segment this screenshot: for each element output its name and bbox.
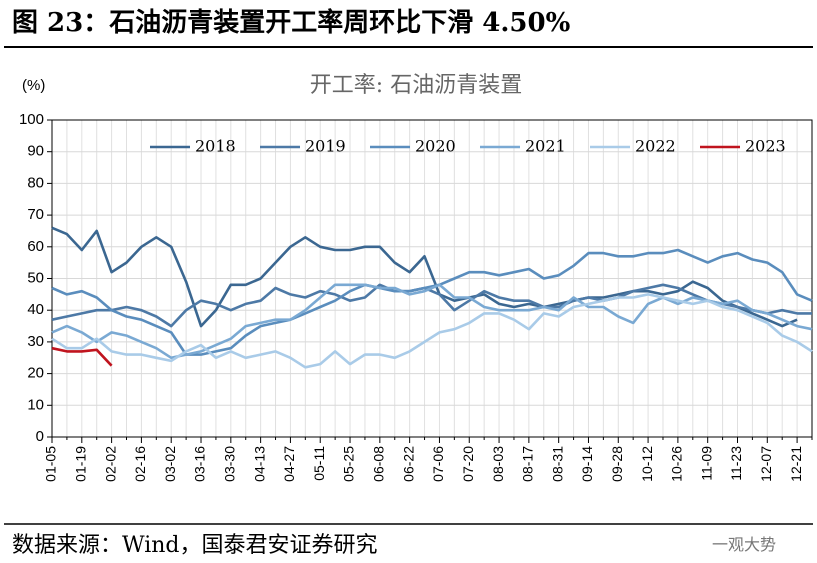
x-tick-label: 04-27 [281,446,297,482]
legend-label: 2023 [745,137,786,156]
x-tick-label: 10-26 [669,446,685,482]
x-tick-label: 05-25 [341,446,357,482]
legend-label: 2020 [415,137,456,156]
x-tick-label: 02-02 [102,446,118,482]
x-tick-label: 03-30 [222,446,238,482]
x-tick-label: 03-16 [192,446,208,482]
x-tick-label: 08-03 [490,446,506,482]
y-tick-label: 90 [27,143,44,160]
series-line [51,346,113,367]
legend-label: 2022 [635,137,676,156]
y-tick-label: 60 [27,238,44,255]
series-line [51,283,812,328]
watermark: 一观大势 [712,536,776,554]
x-tick-label: 01-19 [73,446,89,482]
x-tick-label: 11-09 [698,446,714,481]
legend-label: 2021 [525,137,566,156]
series-line [51,226,798,328]
chart-title: 开工率: 石油沥青装置 [310,73,522,98]
x-tick-label: 06-22 [400,446,416,482]
y-tick-label: 0 [36,428,44,445]
plot-frame [51,119,813,438]
plot: 0 10 20 30 40 50 60 70 80 90 100 01-05 01-19 02-02 02-… [19,111,813,482]
x-tick-label: 09-14 [579,446,595,482]
x-tick-label: 10-12 [639,446,655,482]
x-tick-label: 02-16 [132,446,148,482]
y-tick-label: 70 [27,206,44,223]
y-tick-label: 50 [27,269,44,286]
source: 数据来源：Wind，国泰君安证券研究 [12,533,378,558]
x-tick-label: 11-23 [728,446,744,481]
figure-title: 图 23：石油沥青装置开工率周环比下滑 4.50% [12,7,571,38]
y-tick-label: 100 [19,111,44,128]
y-axis-label: (%) [22,77,45,94]
x-tick-label: 06-08 [371,446,387,482]
x-tick-label: 09-28 [609,446,625,482]
x-tick-label: 01-05 [43,446,59,482]
x-tick-label: 08-31 [549,446,565,482]
x-tick-label: 08-17 [520,446,536,482]
x-tick-label: 03-02 [162,446,178,482]
x-tick-label: 12-07 [758,446,774,482]
y-tick-label: 30 [27,333,44,350]
y-tick-label: 10 [27,396,44,413]
x-tick-label: 12-21 [788,446,804,482]
x-tick-label: 05-11 [311,446,327,481]
y-tick-label: 80 [27,174,44,191]
legend-label: 2019 [305,137,346,156]
series-line [51,248,813,356]
x-tick-label: 07-20 [460,446,476,482]
x-tick-label: 04-13 [251,446,267,482]
series-line [51,293,813,369]
legend-label: 2018 [195,137,236,156]
y-tick-label: 40 [27,301,44,318]
y-tick-label: 20 [27,365,44,382]
x-tick-label: 07-06 [430,446,446,482]
